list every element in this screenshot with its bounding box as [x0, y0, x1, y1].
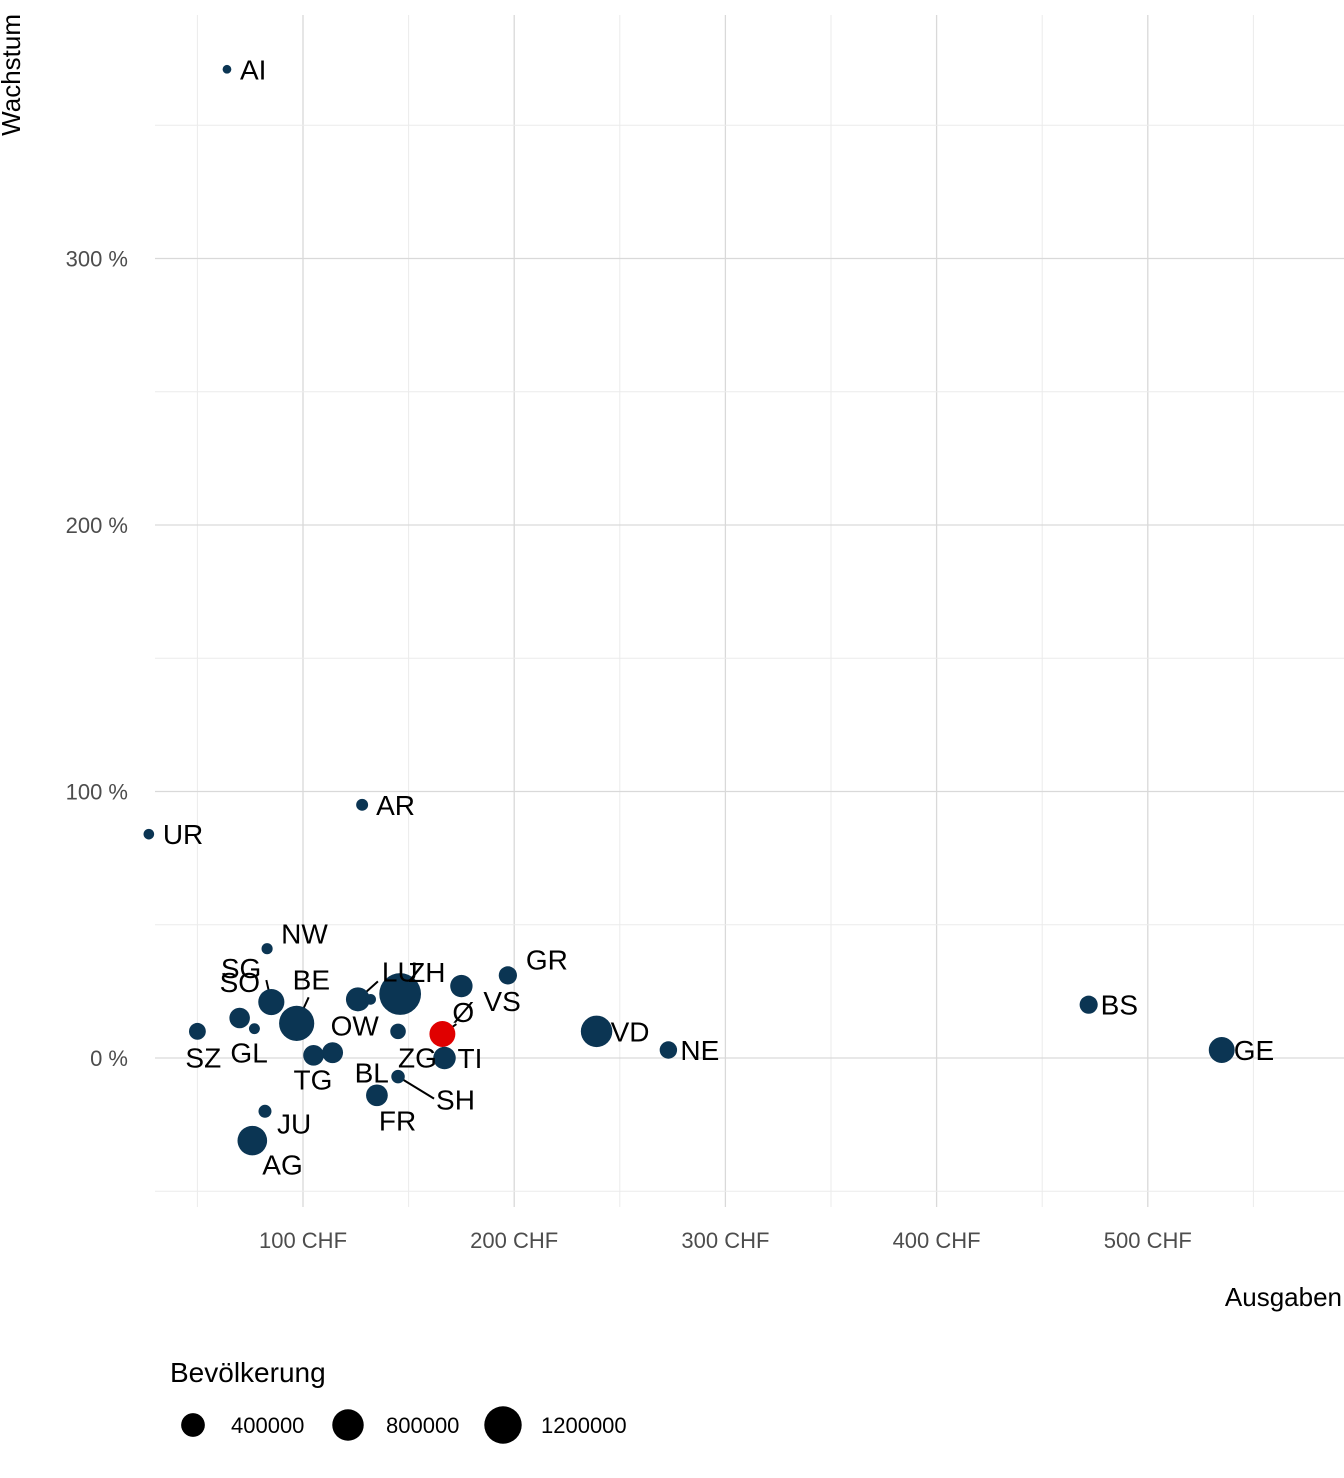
data-label: NE	[680, 1035, 719, 1066]
y-tick-label: 100 %	[66, 780, 128, 805]
data-label: SH	[436, 1085, 475, 1116]
data-point	[1208, 1037, 1235, 1063]
data-point	[258, 1104, 272, 1118]
data-point	[365, 993, 376, 1005]
x-axis-title: Ausgaben	[1225, 1282, 1342, 1312]
data-point	[366, 1084, 388, 1107]
data-point	[345, 987, 370, 1012]
data-label: ZG	[398, 1042, 437, 1073]
x-axis-ticks: 100 CHF 200 CHF 300 CHF 400 CHF 500 CHF	[259, 1228, 1192, 1253]
data-label: AR	[376, 790, 415, 821]
data-point	[429, 1021, 456, 1047]
legend-label: 400000	[231, 1413, 304, 1438]
data-point	[498, 966, 517, 985]
data-label: BS	[1101, 990, 1138, 1021]
data-label: BL	[355, 1058, 389, 1089]
data-point	[279, 1005, 315, 1041]
legend-key	[484, 1406, 522, 1444]
data-label: AI	[240, 54, 266, 85]
data-label: SG	[221, 953, 261, 984]
data-point	[390, 1023, 406, 1040]
x-tick-label: 400 CHF	[893, 1228, 981, 1253]
data-label: SO	[220, 967, 260, 998]
data-point	[580, 1015, 613, 1048]
data-point	[1079, 995, 1098, 1014]
data-point	[248, 1023, 260, 1035]
data-point	[188, 1022, 206, 1040]
legend-label: 800000	[386, 1413, 459, 1438]
data-label: JU	[277, 1108, 311, 1139]
data-label: BE	[293, 964, 330, 995]
y-axis-title: Wachstum	[0, 14, 26, 136]
data-point	[222, 64, 232, 74]
data-label: GR	[526, 944, 568, 975]
data-label: VD	[611, 1016, 650, 1047]
data-point	[391, 1069, 405, 1084]
legend-key	[332, 1409, 364, 1441]
data-label: NW	[281, 919, 328, 950]
data-label: UR	[163, 819, 203, 850]
x-tick-label: 300 CHF	[681, 1228, 769, 1253]
legend-title: Bevölkerung	[170, 1357, 326, 1388]
legend-label: 1200000	[541, 1413, 627, 1438]
data-label: TI	[458, 1043, 483, 1074]
data-label: GE	[1234, 1035, 1274, 1066]
data-label: GL	[230, 1038, 267, 1069]
data-label: AG	[262, 1150, 302, 1181]
x-tick-label: 100 CHF	[259, 1228, 347, 1253]
y-tick-label: 0 %	[90, 1046, 128, 1071]
data-points	[143, 64, 1235, 1156]
data-label: Ø	[452, 997, 474, 1028]
data-point	[379, 973, 422, 1015]
data-label: OW	[331, 1010, 380, 1041]
data-label: LU	[382, 956, 418, 987]
x-tick-label: 200 CHF	[470, 1228, 558, 1253]
data-point	[258, 988, 285, 1016]
grid-lines	[155, 15, 1344, 1207]
x-tick-label: 500 CHF	[1104, 1228, 1192, 1253]
y-tick-label: 300 %	[66, 247, 128, 272]
data-label: TG	[294, 1064, 333, 1095]
data-point	[433, 1046, 456, 1070]
data-point	[143, 828, 155, 840]
size-legend: Bevölkerung 400000 800000 1200000	[170, 1357, 627, 1444]
y-axis-ticks: 0 % 100 % 200 % 300 %	[66, 247, 128, 1072]
label-connector	[397, 1075, 435, 1100]
y-tick-label: 200 %	[66, 513, 128, 538]
data-point	[356, 798, 369, 811]
data-point	[303, 1045, 324, 1066]
data-point	[229, 1007, 250, 1029]
data-label: ZH	[408, 957, 445, 988]
data-label: SZ	[185, 1042, 221, 1073]
legend-key	[181, 1413, 205, 1437]
data-label: FR	[379, 1105, 416, 1136]
data-point	[261, 943, 273, 955]
data-point	[237, 1125, 268, 1156]
data-point	[322, 1042, 344, 1064]
data-point	[450, 974, 473, 998]
data-point	[659, 1041, 678, 1059]
data-label: VS	[483, 986, 520, 1017]
